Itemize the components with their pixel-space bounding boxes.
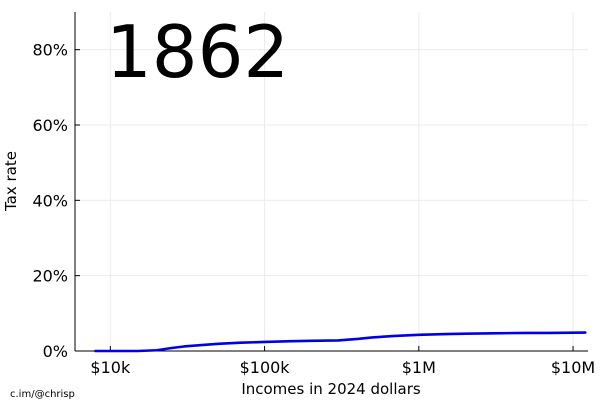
tax-rate-line (94, 331, 587, 353)
y-tick-label: 80% (32, 41, 68, 60)
labels-layer: $10k $100k $1M $10M 0% 20% 40% 60% 80% (32, 41, 595, 377)
y-tick-label: 20% (32, 267, 68, 286)
series-layer (94, 331, 587, 353)
y-tick-label: 0% (43, 342, 68, 361)
y-axis-label: Tax rate (2, 151, 20, 212)
x-tick-label: $10k (90, 358, 131, 377)
x-tick-label: $10M (551, 358, 595, 377)
y-tick-label: 60% (32, 116, 68, 135)
chart-title: 1862 (106, 10, 289, 94)
x-tick-label: $1M (402, 358, 436, 377)
x-tick-label: $100k (240, 358, 291, 377)
credit-text: c.im/@chrisp (10, 389, 75, 400)
x-axis-label: Incomes in 2024 dollars (241, 380, 421, 398)
y-tick-label: 40% (32, 191, 68, 210)
